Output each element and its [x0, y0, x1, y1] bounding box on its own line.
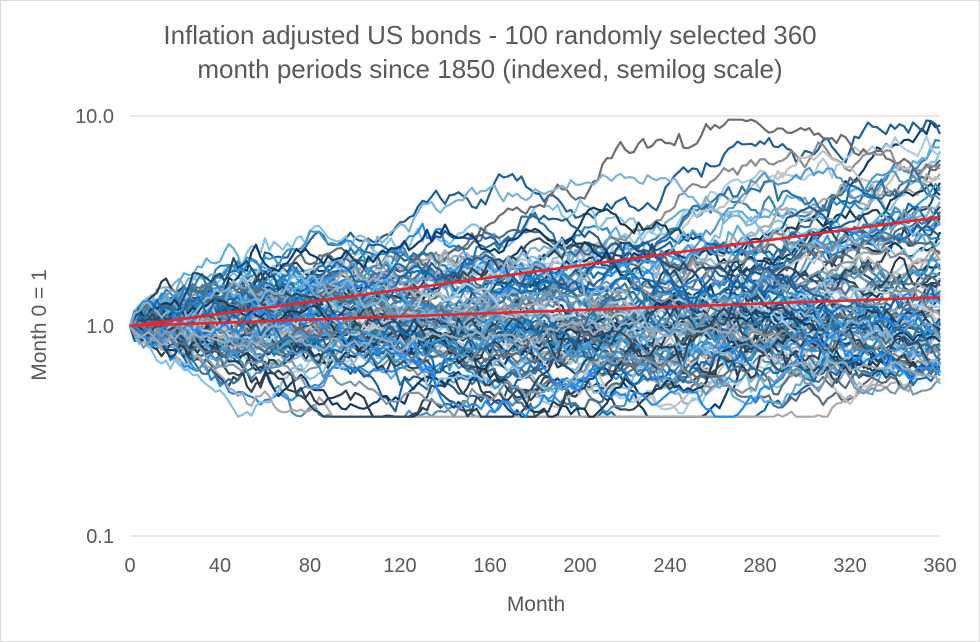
x-axis-ticks: 0 40 80 120 160 200 240 280 320 360 — [124, 555, 956, 577]
y-tick-label: 10.0 — [75, 106, 114, 128]
series-line-71 — [129, 312, 941, 406]
x-tick-label: 360 — [923, 555, 956, 577]
series-line-39 — [129, 259, 941, 348]
x-tick-label: 160 — [473, 555, 506, 577]
trend-lines — [129, 215, 941, 328]
series-line-96 — [129, 306, 942, 418]
x-tick-label: 120 — [383, 555, 416, 577]
x-tick-label: 280 — [743, 555, 776, 577]
x-tick-label: 320 — [833, 555, 866, 577]
series-line-97 — [129, 322, 941, 382]
trend-line-0 — [129, 215, 941, 328]
series-line-91 — [128, 237, 941, 383]
x-tick-label: 0 — [124, 555, 135, 577]
trend-line-1 — [129, 296, 941, 328]
series-line-1 — [129, 119, 942, 333]
x-tick-label: 80 — [299, 555, 321, 577]
series-line-46 — [129, 257, 942, 348]
chart-title: Inflation adjusted US bonds - 100 random… — [60, 18, 920, 86]
series-line-37 — [129, 211, 941, 337]
x-tick-label: 240 — [653, 555, 686, 577]
series-line-98 — [129, 322, 941, 418]
series-line-95 — [129, 296, 941, 387]
series-line-94 — [129, 320, 941, 396]
chart-title-line-2: month periods since 1850 (indexed, semil… — [197, 54, 783, 84]
series-group — [128, 118, 942, 418]
y-tick-label: 1.0 — [86, 316, 114, 338]
chart-title-line-1: Inflation adjusted US bonds - 100 random… — [163, 20, 817, 50]
x-tick-label: 40 — [209, 555, 231, 577]
x-axis-label: Month — [507, 593, 565, 616]
x-tick-label: 200 — [563, 555, 596, 577]
y-axis-ticks: 10.0 1.0 0.1 — [75, 106, 114, 548]
series-line-38 — [129, 229, 941, 327]
series-line-99 — [129, 319, 941, 385]
series-line-16 — [129, 172, 941, 327]
y-axis-label: Month 0 = 1 — [28, 269, 51, 381]
series-line-70 — [129, 260, 941, 338]
series-line-79 — [129, 325, 941, 418]
y-tick-label: 0.1 — [86, 526, 114, 548]
